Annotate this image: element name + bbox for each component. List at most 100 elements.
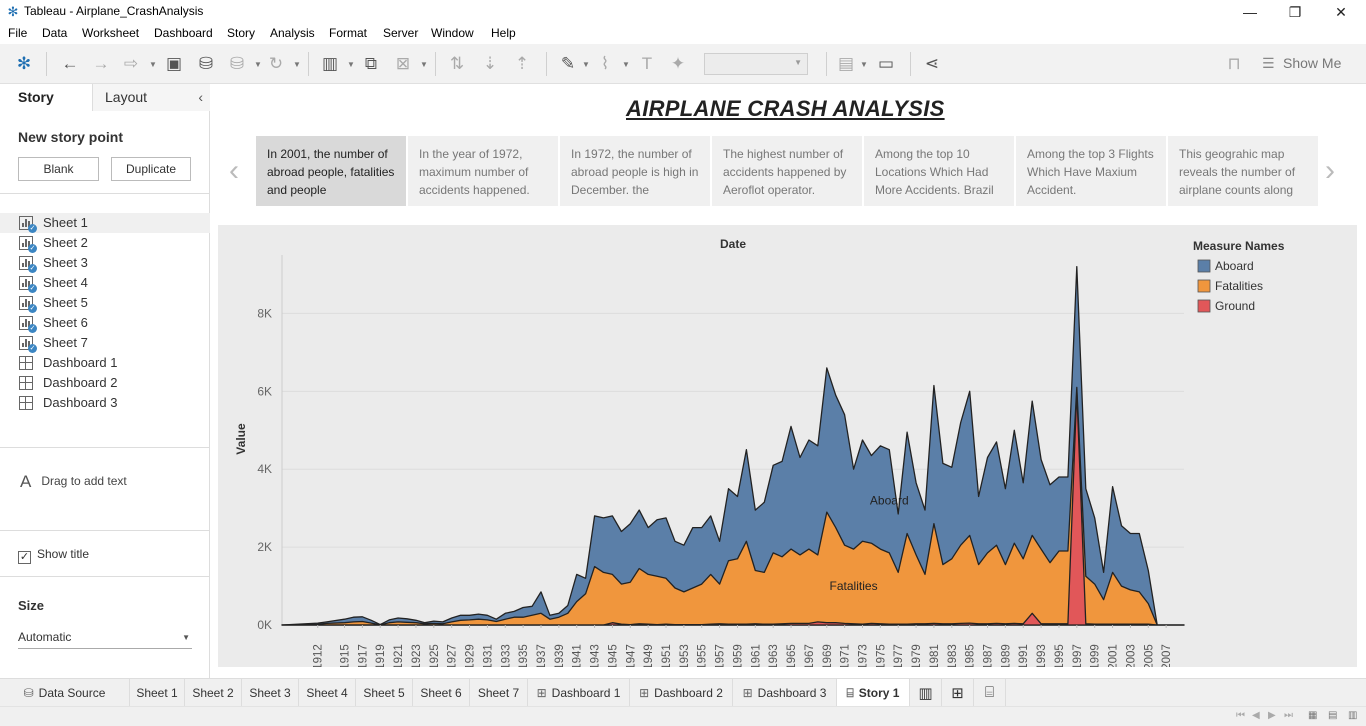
menu-story[interactable]: Story — [227, 26, 256, 40]
show-title-checkbox[interactable]: ✓ Show title — [18, 547, 89, 564]
story-point-caption[interactable]: Among the top 10 Locations Which Had Mor… — [864, 136, 1014, 206]
chevron-left-icon[interactable]: ‹ — [229, 154, 239, 187]
tab-sheet-4[interactable]: Sheet 4 — [299, 679, 356, 707]
menu-dashboard[interactable]: Dashboard — [154, 26, 213, 40]
new-worksheet-tab-icon[interactable]: ▥ — [910, 679, 942, 707]
pause-updates-icon[interactable]: ⛁ — [229, 54, 245, 73]
chevron-right-icon[interactable]: › — [1325, 154, 1335, 187]
new-data-source-icon[interactable]: ⛁ — [198, 54, 214, 73]
story-point-caption[interactable]: In 2001, the number of abroad people, fa… — [256, 136, 406, 206]
dashboard-list-item[interactable]: Dashboard 1 — [0, 353, 210, 373]
next-page-icon[interactable]: ▶ — [1268, 710, 1276, 721]
sheet-list-item[interactable]: ✓ Sheet 1 — [0, 213, 210, 233]
menu-file[interactable]: File — [8, 26, 28, 40]
dashboard-list-item[interactable]: Dashboard 2 — [0, 373, 210, 393]
fit-dropdown-icon[interactable]: ▼ — [860, 60, 868, 69]
replay-icon[interactable]: ⇨ — [123, 54, 139, 73]
x-tick-label: 1979 — [911, 644, 923, 667]
show-labels-icon[interactable]: T — [641, 54, 653, 73]
tab-sheet-6[interactable]: Sheet 6 — [413, 679, 470, 707]
story-point-caption[interactable]: This geograhic map reveals the number of… — [1168, 136, 1318, 206]
sheet-list-item[interactable]: ✓ Sheet 3 — [0, 253, 210, 273]
new-story-tab-icon[interactable]: ⌸ — [974, 679, 1006, 707]
save-icon[interactable]: ▣ — [165, 54, 183, 73]
new-worksheet-dropdown-icon[interactable]: ▼ — [347, 60, 355, 69]
filmstrip-view-icon[interactable]: ▤ — [1328, 710, 1338, 721]
redo-icon[interactable]: → — [92, 54, 110, 73]
sheet-list-item[interactable]: ✓ Sheet 4 — [0, 273, 210, 293]
presentation-mode-icon[interactable]: ▭ — [877, 54, 895, 73]
sheet-list-item[interactable]: ✓ Sheet 7 — [0, 333, 210, 353]
sort-ascending-icon[interactable]: ⇣ — [482, 54, 498, 73]
story-point-caption[interactable]: The highest number of accidents happened… — [712, 136, 862, 206]
tableau-home-icon[interactable]: ✻ — [16, 54, 32, 73]
grid-view-icon[interactable]: ▦ — [1308, 710, 1318, 721]
swap-rows-columns-icon[interactable]: ⇅ — [449, 54, 465, 73]
tab-sheet-7[interactable]: Sheet 7 — [470, 679, 528, 707]
clear-sheet-icon[interactable]: ⊠ — [395, 54, 411, 73]
tab-sheet-3[interactable]: Sheet 3 — [242, 679, 299, 707]
tab-dashboard-1[interactable]: ⊞ Dashboard 1 — [528, 679, 630, 707]
tab-dashboard-3[interactable]: ⊞ Dashboard 3 — [733, 679, 837, 707]
show-me-button[interactable]: ☰ Show Me — [1262, 55, 1341, 73]
menu-server[interactable]: Server — [383, 26, 419, 40]
duplicate-button[interactable]: Duplicate — [111, 157, 191, 181]
refresh-dropdown-icon[interactable]: ▼ — [293, 60, 301, 69]
x-tick-label: 1981 — [929, 644, 941, 667]
close-icon[interactable]: ✕ — [1335, 4, 1347, 20]
tab-dashboard-2[interactable]: ⊞ Dashboard 2 — [630, 679, 733, 707]
refresh-icon[interactable]: ↻ — [268, 54, 284, 73]
restore-icon[interactable]: ❐ — [1288, 4, 1302, 20]
tab-story-1[interactable]: ⌸ Story 1 — [837, 679, 910, 707]
story-point-caption[interactable]: In 1972, the number of abroad people is … — [560, 136, 710, 206]
legend-item-fatalities: Fatalities — [1215, 279, 1263, 293]
fit-select[interactable]: ▼ — [704, 53, 808, 75]
drag-to-add-text[interactable]: A Drag to add text — [20, 472, 127, 492]
sheet-list-item[interactable]: ✓ Sheet 6 — [0, 313, 210, 333]
fit-icon[interactable]: ▤ — [837, 54, 855, 73]
story-point-caption[interactable]: Among the top 3 Flights Which Have Maxiu… — [1016, 136, 1166, 206]
replay-dropdown-icon[interactable]: ▼ — [149, 60, 157, 69]
last-page-icon[interactable]: ⏭ — [1284, 710, 1293, 721]
tab-story[interactable]: Story — [0, 84, 92, 111]
menu-worksheet[interactable]: Worksheet — [82, 26, 140, 40]
menu-data[interactable]: Data — [42, 26, 68, 40]
story-point-caption[interactable]: In the year of 1972, maximum number of a… — [408, 136, 558, 206]
menu-help[interactable]: Help — [491, 26, 516, 40]
duplicate-sheet-icon[interactable]: ⧉ — [364, 54, 378, 73]
first-page-icon[interactable]: ⏮ — [1236, 710, 1245, 721]
pause-dropdown-icon[interactable]: ▼ — [254, 60, 262, 69]
share-icon[interactable]: ⋖ — [924, 54, 940, 73]
collapse-panel-icon[interactable]: ‹ — [198, 89, 203, 105]
area-chart[interactable]: Date Value 0K 2K 4K 6K 8K 1912 1915 1917 1919 1921 1… — [218, 225, 1357, 670]
new-worksheet-icon[interactable]: ▥ — [321, 54, 339, 73]
undo-icon[interactable]: ← — [61, 54, 79, 73]
highlight-icon[interactable]: ✎ — [560, 54, 576, 73]
tab-sheet-5[interactable]: Sheet 5 — [356, 679, 413, 707]
y-tick-label: 8K — [257, 306, 272, 320]
sort-descending-icon[interactable]: ⇡ — [514, 54, 530, 73]
group-dropdown-icon[interactable]: ▼ — [622, 60, 630, 69]
previous-page-icon[interactable]: ◀ — [1252, 710, 1260, 721]
menu-format[interactable]: Format — [329, 26, 368, 40]
new-dashboard-tab-icon[interactable]: ⊞ — [942, 679, 974, 707]
highlight-dropdown-icon[interactable]: ▼ — [582, 60, 590, 69]
caption-text: In 2001, the number of abroad people, fa… — [267, 147, 395, 197]
tab-data-source[interactable]: ⛁ Data Source — [0, 679, 130, 707]
group-members-icon[interactable]: ⌇ — [600, 54, 610, 73]
tabs-view-icon[interactable]: ▥ — [1348, 710, 1358, 721]
blank-button[interactable]: Blank — [18, 157, 99, 181]
tooltip-toggle-icon[interactable]: ⊓ — [1227, 54, 1241, 73]
tab-sheet-1[interactable]: Sheet 1 — [130, 679, 185, 707]
tab-sheet-2[interactable]: Sheet 2 — [185, 679, 242, 707]
fix-axes-icon[interactable]: ✦ — [670, 54, 686, 73]
dashboard-list-item[interactable]: Dashboard 3 — [0, 393, 210, 413]
tab-layout[interactable]: Layout — [92, 84, 210, 111]
minimize-icon[interactable]: — — [1243, 4, 1257, 20]
sheet-list-item[interactable]: ✓ Sheet 5 — [0, 293, 210, 313]
sheet-list-item[interactable]: ✓ Sheet 2 — [0, 233, 210, 253]
size-select[interactable]: Automatic ▼ — [18, 627, 192, 649]
clear-dropdown-icon[interactable]: ▼ — [420, 60, 428, 69]
menu-window[interactable]: Window — [431, 26, 474, 40]
menu-analysis[interactable]: Analysis — [270, 26, 315, 40]
